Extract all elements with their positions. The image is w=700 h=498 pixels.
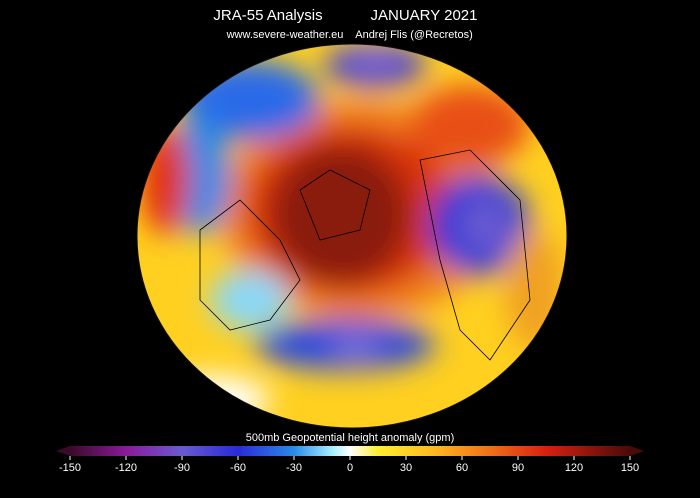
colorbar-label: 500mb Geopotential height anomaly (gpm) xyxy=(246,432,455,444)
globe-outline xyxy=(136,43,568,429)
colorbar-tick-label: 60 xyxy=(456,462,468,474)
colorbar-ticks: -150 -120 -90 -60 -30 0 30 60 90 120 150 xyxy=(59,456,639,474)
website: www.severe-weather.eu xyxy=(226,29,344,41)
colorbar-tick-label: -90 xyxy=(174,462,190,474)
date: JANUARY 2021 xyxy=(370,7,477,24)
colorbar-tick-label: 90 xyxy=(512,462,524,474)
colorbar xyxy=(70,446,630,456)
colorbar-tick-label: -150 xyxy=(59,462,81,474)
colorbar-tick-label: -120 xyxy=(115,462,137,474)
colorbar-min-arrow xyxy=(56,446,70,456)
title: JRA-55 Analysis xyxy=(213,7,322,24)
colorbar-tick-label: -60 xyxy=(230,462,246,474)
colorbar-tick-label: -30 xyxy=(286,462,302,474)
colorbar-max-arrow xyxy=(630,446,644,456)
author: Andrej Flis (@Recretos) xyxy=(355,29,473,41)
colorbar-tick-label: 0 xyxy=(347,462,353,474)
colorbar-tick-label: 120 xyxy=(565,462,583,474)
colorbar-tick-label: 30 xyxy=(400,462,412,474)
globe-map xyxy=(137,44,567,428)
colorbar-tick-label: 150 xyxy=(621,462,639,474)
